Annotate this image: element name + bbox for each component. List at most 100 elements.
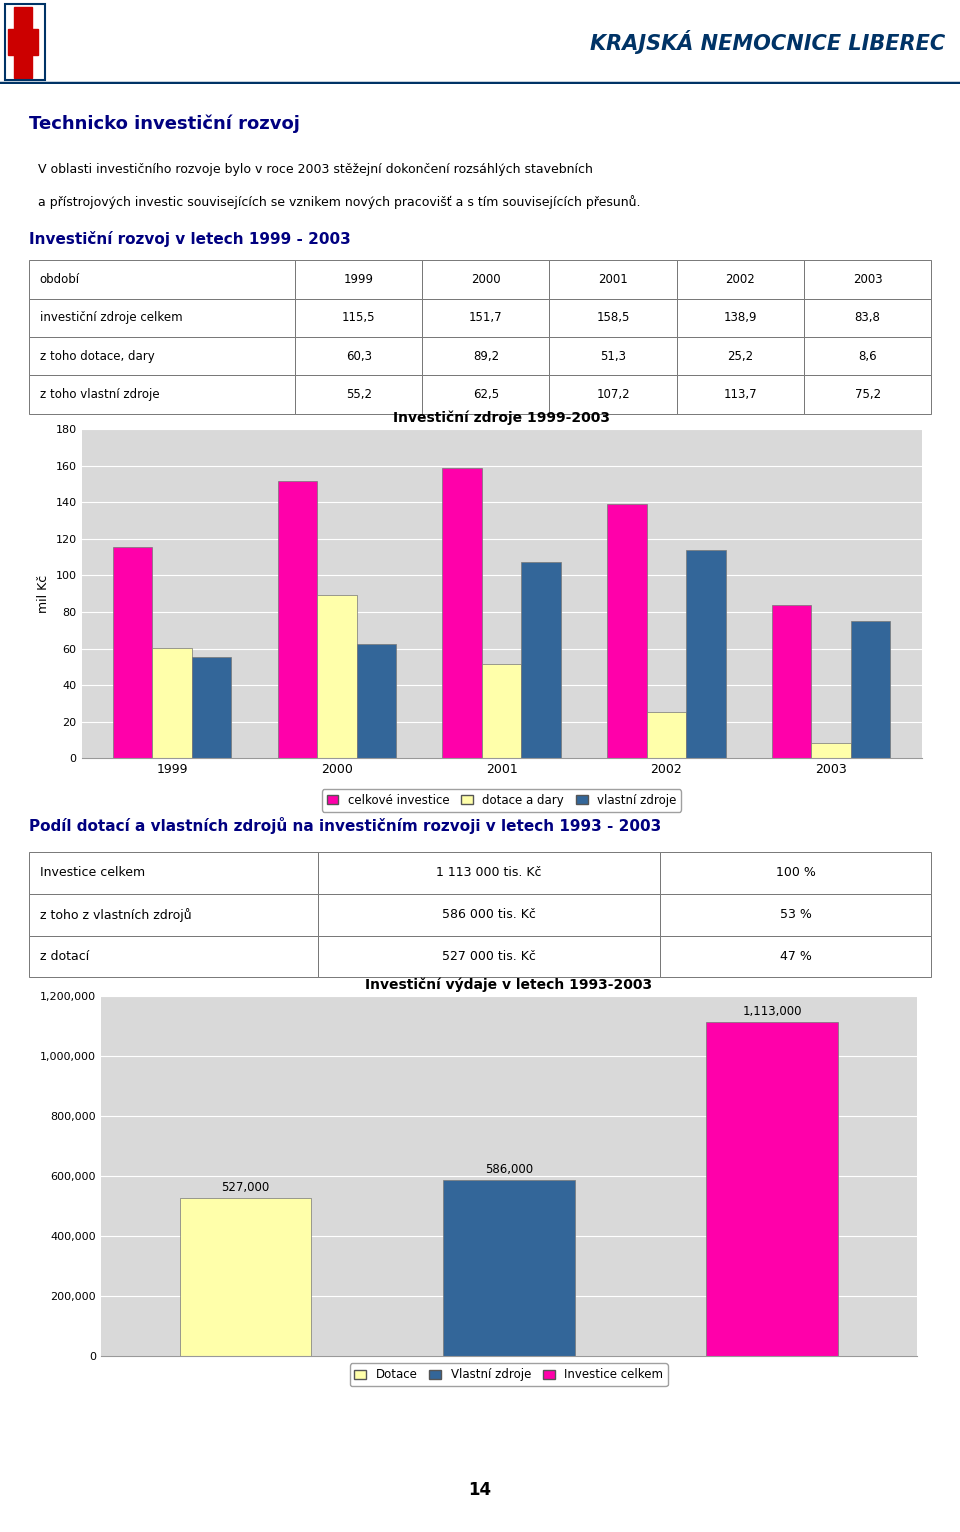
Bar — [851, 620, 890, 758]
Bar — [707, 1022, 838, 1356]
Bar — [521, 562, 561, 758]
Text: z dotací: z dotací — [39, 950, 89, 964]
Bar — [318, 893, 660, 936]
Bar — [549, 375, 677, 414]
Legend: Dotace, Vlastní zdroje, Investice celkem: Dotace, Vlastní zdroje, Investice celkem — [349, 1363, 668, 1386]
Text: 51,3: 51,3 — [600, 349, 626, 363]
Bar — [443, 1180, 575, 1356]
Text: 25,2: 25,2 — [728, 349, 754, 363]
Text: 89,2: 89,2 — [473, 349, 499, 363]
Bar — [113, 547, 153, 758]
Text: z toho dotace, dary: z toho dotace, dary — [39, 349, 155, 363]
Text: 158,5: 158,5 — [596, 311, 630, 325]
Bar — [677, 337, 804, 375]
Bar — [677, 375, 804, 414]
Bar — [29, 260, 295, 299]
Bar — [686, 550, 726, 758]
Bar — [422, 375, 549, 414]
Bar — [295, 299, 422, 337]
Bar — [295, 260, 422, 299]
Bar — [295, 375, 422, 414]
Bar — [549, 260, 677, 299]
Text: 75,2: 75,2 — [854, 388, 880, 401]
Text: 2002: 2002 — [726, 273, 756, 286]
Bar — [5, 5, 45, 80]
Text: V oblasti investičního rozvoje bylo v roce 2003 stěžejní dokončení rozsáhlých st: V oblasti investičního rozvoje bylo v ro… — [38, 162, 593, 176]
Text: Technicko investiční rozvoj: Technicko investiční rozvoj — [29, 115, 300, 133]
Title: Investiční výdaje v letech 1993-2003: Investiční výdaje v letech 1993-2003 — [365, 977, 653, 991]
Bar — [153, 648, 192, 758]
Text: Investiční rozvoj v letech 1999 - 2003: Investiční rozvoj v letech 1999 - 2003 — [29, 231, 350, 247]
Bar — [804, 375, 931, 414]
Text: KRAJSKÁ NEMOCNICE LIBEREC: KRAJSKÁ NEMOCNICE LIBEREC — [590, 31, 946, 54]
Text: období: období — [39, 273, 80, 286]
Bar — [660, 893, 931, 936]
Bar — [29, 893, 318, 936]
Text: 2003: 2003 — [852, 273, 882, 286]
Text: 138,9: 138,9 — [724, 311, 757, 325]
Bar — [277, 481, 317, 758]
Title: Investiční zdroje 1999-2003: Investiční zdroje 1999-2003 — [393, 411, 611, 424]
Text: 586 000 tis. Kč: 586 000 tis. Kč — [443, 908, 536, 921]
Text: 8,6: 8,6 — [858, 349, 876, 363]
Text: 62,5: 62,5 — [473, 388, 499, 401]
Text: 1 113 000 tis. Kč: 1 113 000 tis. Kč — [436, 866, 541, 879]
Text: a přístrojových investic souvisejících se vznikem nových pracovišť a s tím souvi: a přístrojových investic souvisejících s… — [38, 195, 641, 210]
Bar — [549, 299, 677, 337]
Text: Investice celkem: Investice celkem — [39, 866, 145, 879]
Bar — [317, 594, 357, 758]
Text: 53 %: 53 % — [780, 908, 812, 921]
Text: 14: 14 — [468, 1481, 492, 1498]
Bar — [772, 605, 811, 758]
Bar — [660, 852, 931, 893]
Bar — [29, 936, 318, 977]
Text: 100 %: 100 % — [776, 866, 816, 879]
Text: 107,2: 107,2 — [596, 388, 630, 401]
Bar — [677, 260, 804, 299]
Bar — [318, 852, 660, 893]
Bar — [811, 743, 851, 758]
Y-axis label: mil Kč: mil Kč — [37, 574, 50, 613]
Bar — [607, 504, 646, 758]
Text: 115,5: 115,5 — [342, 311, 375, 325]
Bar — [14, 6, 32, 78]
Text: 2000: 2000 — [471, 273, 501, 286]
Text: 527 000 tis. Kč: 527 000 tis. Kč — [443, 950, 536, 964]
Bar — [357, 643, 396, 758]
Bar — [677, 299, 804, 337]
Text: 113,7: 113,7 — [724, 388, 757, 401]
Bar — [646, 712, 686, 758]
Text: 60,3: 60,3 — [346, 349, 372, 363]
Bar — [443, 469, 482, 758]
Bar — [804, 337, 931, 375]
Bar — [482, 665, 521, 758]
Bar — [180, 1198, 311, 1356]
Bar — [29, 337, 295, 375]
Text: z toho z vlastních zdrojů: z toho z vlastních zdrojů — [39, 907, 191, 922]
Bar — [422, 299, 549, 337]
Bar — [29, 375, 295, 414]
Bar — [660, 936, 931, 977]
Text: 527,000: 527,000 — [222, 1181, 270, 1193]
Bar — [318, 936, 660, 977]
Bar — [549, 337, 677, 375]
Text: 1,113,000: 1,113,000 — [742, 1005, 802, 1019]
Text: investiční zdroje celkem: investiční zdroje celkem — [39, 311, 182, 325]
Bar — [192, 657, 231, 758]
Bar — [295, 337, 422, 375]
Legend: celkové investice, dotace a dary, vlastní zdroje: celkové investice, dotace a dary, vlastn… — [322, 789, 682, 812]
Text: Podíl dotací a vlastních zdrojů na investičním rozvoji v letech 1993 - 2003: Podíl dotací a vlastních zdrojů na inves… — [29, 817, 661, 835]
Bar — [29, 299, 295, 337]
Text: z toho vlastní zdroje: z toho vlastní zdroje — [39, 388, 159, 401]
Text: 586,000: 586,000 — [485, 1163, 533, 1177]
Bar — [422, 337, 549, 375]
Text: 1999: 1999 — [344, 273, 373, 286]
Text: 2001: 2001 — [598, 273, 628, 286]
Text: 83,8: 83,8 — [854, 311, 880, 325]
Text: 55,2: 55,2 — [346, 388, 372, 401]
Bar — [29, 852, 318, 893]
Bar — [422, 260, 549, 299]
Bar — [8, 29, 38, 55]
Bar — [804, 260, 931, 299]
Text: 151,7: 151,7 — [469, 311, 503, 325]
